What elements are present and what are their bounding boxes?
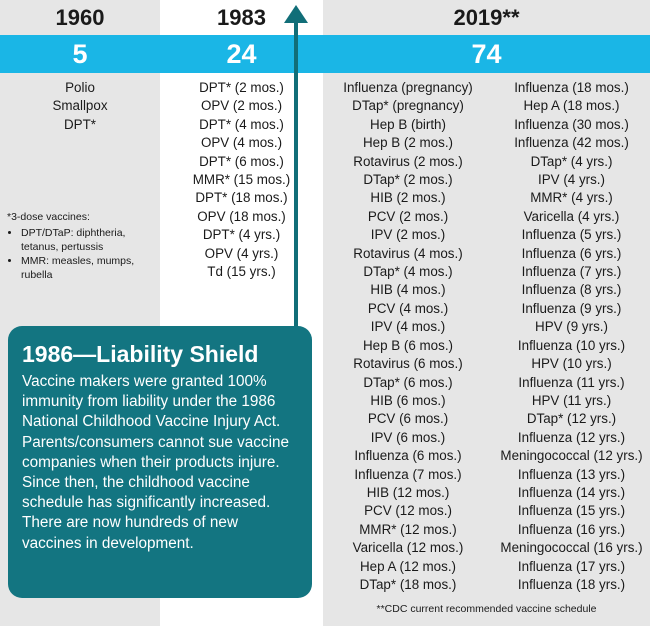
year-1960-heading: 1960 [55, 5, 105, 30]
list-item: Rotavirus (4 mos.) [353, 245, 463, 261]
list-item: Influenza (9 yrs.) [521, 300, 622, 316]
list-item: IPV (4 yrs.) [538, 172, 605, 188]
list-item: DPT* (4 mos.) [199, 116, 284, 132]
list-item: Meningococcal (12 yrs.) [500, 448, 643, 464]
list-item: Varicella (12 mos.) [352, 540, 464, 556]
list-item: DTap* (12 yrs.) [526, 411, 617, 427]
list-item: HPV (11 yrs.) [531, 392, 612, 408]
list-item: HPV (9 yrs.) [535, 319, 608, 335]
list-item: Influenza (7 yrs.) [521, 264, 622, 280]
list-item: Td (15 yrs.) [207, 264, 276, 280]
count-2019: 74 [471, 39, 502, 69]
list-item: HPV (10 yrs.) [531, 356, 612, 372]
list-item: IPV (6 mos.) [370, 429, 446, 445]
list-item: OPV (4 mos.) [200, 135, 283, 151]
list-item: Influenza (pregnancy) [343, 80, 473, 95]
list-item: Influenza (11 yrs.) [518, 374, 625, 390]
list-item: MMR* (4 yrs.) [530, 190, 613, 206]
list-item: Influenza (5 yrs.) [521, 227, 622, 243]
list-item: IPV (2 mos.) [370, 227, 446, 243]
list-item: Varicella (4 yrs.) [523, 208, 620, 224]
list-item: DTap* (pregnancy) [352, 98, 464, 114]
list-item: DPT* (6 mos.) [199, 153, 284, 169]
list-item: HIB (6 mos.) [370, 392, 446, 408]
list-item: MMR* (15 mos.) [192, 172, 291, 188]
column-2019-background [323, 0, 650, 626]
footnote-item: DPT/DTaP: diphtheria, tetanus, pertussis [21, 226, 157, 254]
vaccine-list-1983: DPT* (2 mos.) OPV (2 mos.) DPT* (4 mos.)… [160, 79, 323, 281]
vaccine-list-2019-left: Influenza (pregnancy) DTap* (pregnancy) He… [323, 79, 493, 594]
vaccine-list-1960: Polio Smallpox DPT* [0, 79, 160, 134]
list-item: Influenza (10 yrs.) [517, 337, 626, 353]
list-item: Influenza (7 mos.) [354, 466, 462, 482]
list-item: Influenza (18 mos.) [514, 80, 629, 95]
footnote-list: DPT/DTaP: diphtheria, tetanus, pertussis… [7, 226, 157, 282]
list-item: Influenza (12 yrs.) [517, 429, 626, 445]
vaccine-list-2019-right: Influenza (18 mos.) Hep A (18 mos.) Influe… [493, 79, 650, 594]
list-item: OPV (18 mos.) [197, 208, 286, 224]
list-item: HIB (4 mos.) [370, 282, 446, 298]
list-item: DPT* (2 mos.) [199, 80, 284, 95]
list-item: HIB (2 mos.) [370, 190, 446, 206]
list-item: Influenza (6 yrs.) [521, 245, 622, 261]
list-item: HIB (12 mos.) [366, 484, 450, 500]
list-item: IPV (4 mos.) [370, 319, 446, 335]
list-item: Smallpox [52, 98, 108, 114]
list-item: PCV (6 mos.) [367, 411, 449, 427]
list-item: Meningococcal (16 yrs.) [500, 540, 643, 556]
year-2019-heading: 2019** [453, 5, 520, 30]
count-1983: 24 [226, 39, 257, 69]
list-item: Hep B (6 mos.) [362, 337, 454, 353]
footnote-item: MMR: measles, mumps, rubella [21, 254, 157, 282]
shield-body: Vaccine makers were granted 100% immunit… [22, 373, 289, 552]
list-item: Influenza (14 yrs.) [517, 484, 626, 500]
list-item: Influenza (17 yrs.) [517, 558, 626, 574]
list-item: DPT* [64, 116, 96, 132]
count-1960: 5 [72, 39, 88, 69]
footnote: *3-dose vaccines: DPT/DTaP: diphtheria, … [7, 210, 157, 282]
list-item: Polio [65, 80, 95, 95]
list-item: Hep A (12 mos.) [359, 558, 456, 574]
list-item: DTap* (2 mos.) [363, 172, 453, 188]
list-item: DPT* (4 yrs.) [202, 227, 281, 243]
list-item: Influenza (8 yrs.) [521, 282, 622, 298]
footnote-heading: *3-dose vaccines: [7, 211, 90, 223]
list-item: OPV (2 mos.) [200, 98, 283, 114]
list-item: Rotavirus (6 mos.) [353, 356, 463, 372]
list-item: DTap* (4 yrs.) [530, 153, 613, 169]
shield-title: 1986—Liability Shield [22, 341, 259, 367]
list-item: Hep B (2 mos.) [362, 135, 454, 151]
liability-shield-callout: 1986—Liability Shield Vaccine makers wer… [8, 326, 312, 598]
list-item: OPV (4 yrs.) [204, 245, 279, 261]
list-item: Hep A (18 mos.) [523, 98, 620, 114]
list-item: Influenza (6 mos.) [354, 448, 462, 464]
list-item: PCV (12 mos.) [364, 503, 452, 519]
timeline-arrow-shaft [294, 22, 298, 327]
list-item: MMR* (12 mos.) [359, 521, 457, 537]
count-band [0, 35, 650, 73]
list-item: DTap* (6 mos.) [363, 374, 453, 390]
timeline-arrow-head-icon [284, 5, 308, 23]
list-item: DPT* (18 mos.) [195, 190, 288, 206]
list-item: Influenza (16 yrs.) [517, 521, 626, 537]
list-item: PCV (2 mos.) [367, 208, 449, 224]
year-1983-heading: 1983 [217, 5, 266, 30]
list-item: Influenza (18 yrs.) [517, 576, 626, 592]
list-item: Hep B (birth) [370, 116, 446, 132]
list-item: PCV (4 mos.) [367, 300, 449, 316]
list-item: Influenza (42 mos.) [514, 135, 629, 151]
list-item: DTap* (4 mos.) [363, 264, 453, 280]
list-item: Influenza (13 yrs.) [517, 466, 626, 482]
list-item: Influenza (15 yrs.) [517, 503, 626, 519]
cdc-footnote: **CDC current recommended vaccine schedu… [376, 603, 597, 615]
list-item: Influenza (30 mos.) [514, 116, 629, 132]
list-item: Rotavirus (2 mos.) [353, 153, 463, 169]
list-item: DTap* (18 mos.) [359, 576, 457, 592]
